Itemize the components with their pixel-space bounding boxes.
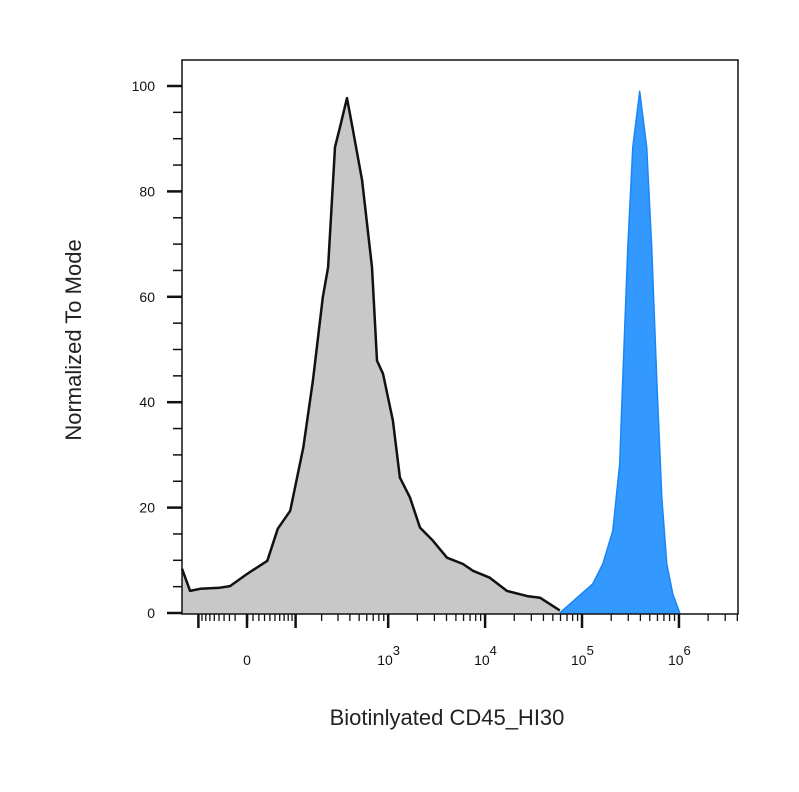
y-axis: 0 20 40 60 80 100 [132, 78, 182, 621]
x-tick-label: 104 [474, 643, 497, 668]
y-tick-label: 60 [139, 289, 155, 305]
x-tick-exponent: 6 [684, 643, 691, 658]
x-tick-base: 10 [571, 652, 587, 668]
x-tick-exponent: 3 [393, 643, 400, 658]
y-tick-label: 0 [147, 605, 155, 621]
x-tick-exponent: 4 [490, 643, 497, 658]
series-0-fill [182, 98, 560, 615]
x-tick-label: 105 [571, 643, 594, 668]
y-tick-label: 20 [139, 500, 155, 516]
series-layer [180, 90, 681, 615]
y-tick-label: 40 [139, 394, 155, 410]
series-0-line [180, 96, 561, 612]
x-tick-exponent: 5 [587, 643, 594, 658]
series-1-fill [559, 91, 680, 615]
plot-frame [181, 59, 739, 615]
y-tick-label: 80 [139, 183, 155, 199]
x-axis-title: Biotinlyated CD45_HI30 [330, 705, 565, 730]
x-tick-label: 103 [377, 643, 400, 668]
x-tick-base: 10 [377, 652, 393, 668]
x-tick-base: 10 [668, 652, 684, 668]
x-tick-label: 0 [243, 652, 251, 668]
series-1-line [559, 90, 681, 614]
y-axis-title: Normalized To Mode [61, 239, 86, 440]
x-tick-label: 106 [668, 643, 691, 668]
y-tick-label: 100 [132, 78, 156, 94]
x-tick-base: 10 [474, 652, 490, 668]
x-tick-base: 0 [243, 652, 251, 668]
